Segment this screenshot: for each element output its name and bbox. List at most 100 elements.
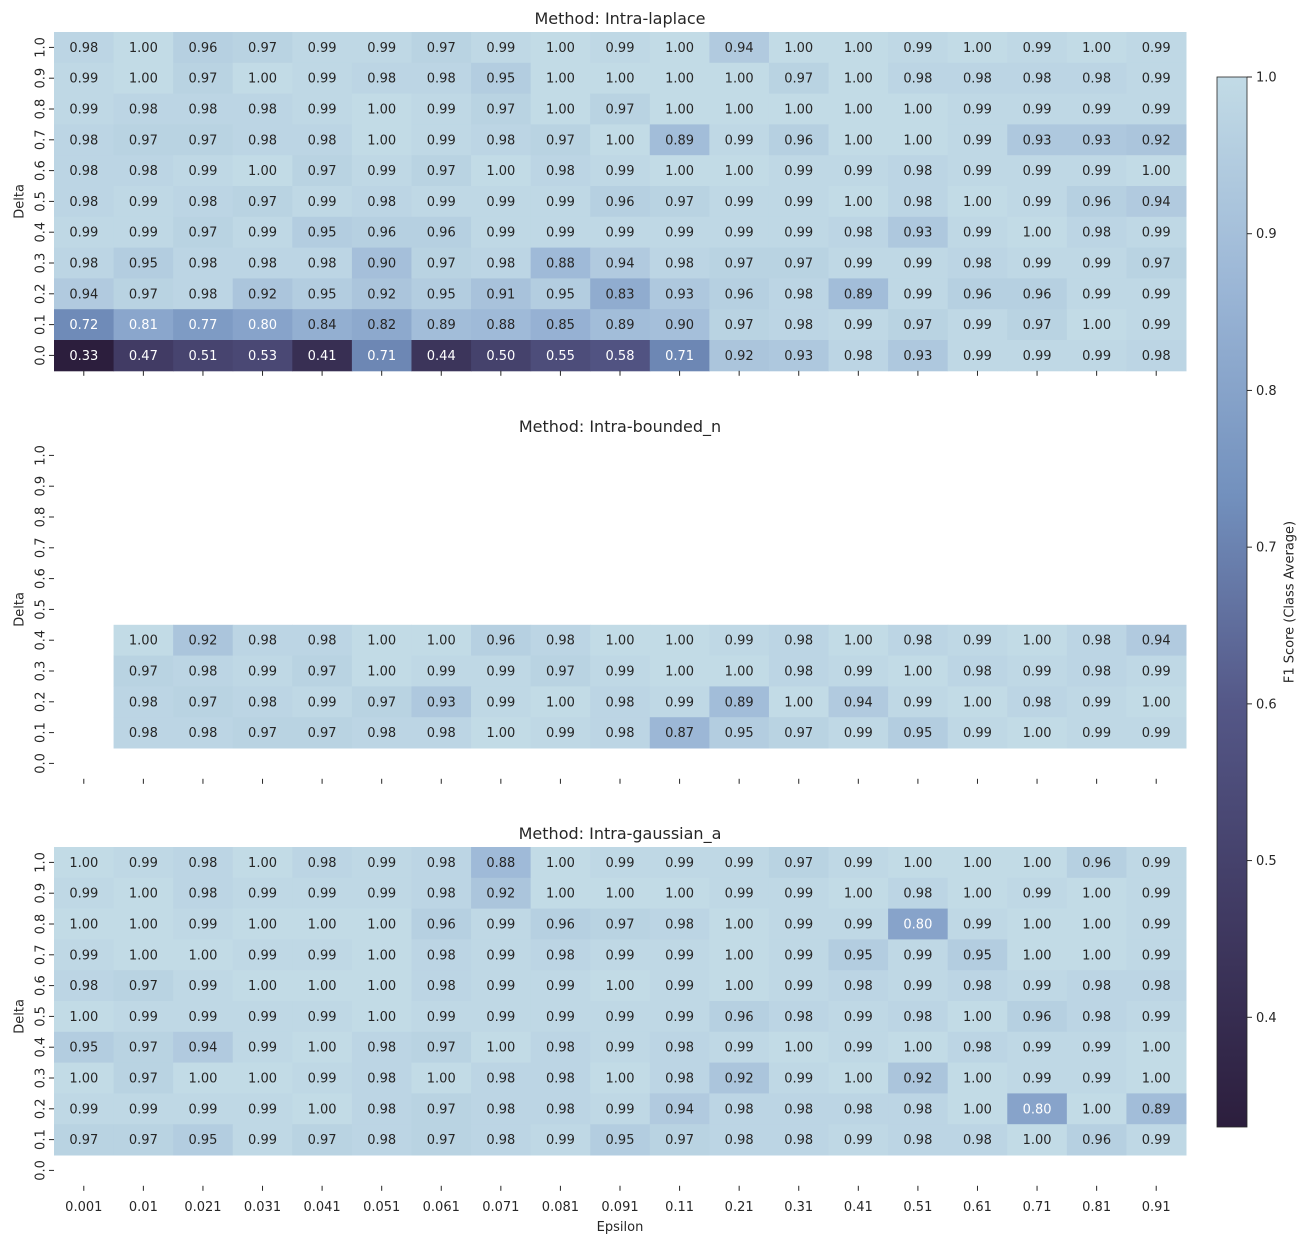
cell-value-label: 1.00 — [725, 72, 754, 87]
y-tick-label: 0.1 — [34, 314, 49, 335]
cell-value-label: 1.00 — [903, 133, 932, 148]
heatmap-cell — [411, 939, 472, 971]
heatmap-cell — [471, 340, 532, 372]
cell-value-label: 0.80 — [248, 318, 277, 333]
cell-value-label: 0.98 — [248, 695, 277, 710]
heatmap-cell — [232, 1031, 293, 1064]
heatmap-cell — [232, 970, 293, 1002]
heatmap-cell — [1066, 186, 1127, 218]
cell-value-label: 0.99 — [546, 195, 575, 210]
heatmap-cell — [411, 1031, 472, 1064]
heatmap-cell — [530, 1124, 591, 1156]
cell-value-label: 1.00 — [546, 103, 575, 118]
cell-value-label: 0.88 — [546, 257, 575, 272]
cell-value-label: 0.99 — [1082, 257, 1111, 272]
heatmap-cell — [173, 155, 234, 187]
heatmap-cell — [232, 877, 293, 910]
heatmap-cell — [768, 309, 830, 341]
cell-value-label: 0.88 — [486, 318, 515, 333]
cell-value-label: 0.99 — [486, 1010, 515, 1025]
heatmap-cell — [709, 877, 770, 910]
heatmap-cell — [292, 93, 353, 125]
heatmap-cell — [54, 877, 115, 910]
heatmap-cell — [590, 970, 651, 1002]
cell-value-label: 0.98 — [427, 726, 456, 741]
heatmap-cell — [292, 655, 353, 687]
heatmap-cell — [590, 1124, 651, 1156]
cell-value-label: 0.99 — [486, 918, 515, 933]
cell-value-label: 0.99 — [129, 226, 158, 241]
cell-value-label: 0.94 — [1142, 634, 1171, 649]
heatmap-cell — [411, 1093, 472, 1125]
cell-value-label: 1.00 — [248, 979, 277, 994]
heatmap-cell — [590, 1001, 651, 1033]
cell-value-label: 1.00 — [367, 133, 396, 148]
heatmap-cell — [1007, 62, 1068, 95]
heatmap-cell — [590, 1093, 651, 1125]
heatmap-cell — [1007, 124, 1068, 156]
heatmap-cell — [888, 686, 949, 718]
cell-value-label: 0.99 — [69, 887, 98, 902]
cell-value-label: 0.93 — [1082, 133, 1111, 148]
cell-value-label: 0.53 — [248, 349, 277, 364]
cell-value-label: 0.98 — [129, 695, 158, 710]
cell-value-label: 0.98 — [69, 195, 98, 210]
cell-value-label: 0.99 — [308, 103, 337, 118]
heatmap-cell — [947, 624, 1008, 657]
x-tick-label: 0.11 — [665, 1200, 694, 1215]
heatmap-cell — [828, 309, 889, 341]
cell-value-label: 0.99 — [784, 164, 813, 179]
heatmap-cell — [709, 278, 770, 310]
heatmap-cell — [828, 624, 889, 657]
heatmap-panel-2: Method: Intra-bounded_n 1.00 0.92 0.98 0.98 1… — [13, 417, 1187, 784]
heatmap-cell — [768, 186, 830, 218]
heatmap-cell — [649, 309, 710, 341]
heatmap-cell — [590, 877, 651, 910]
cell-value-label: 1.00 — [427, 634, 456, 649]
heatmap-cell — [649, 93, 710, 125]
heatmap-cell — [947, 655, 1008, 687]
heatmap-cell — [768, 62, 830, 95]
heatmap-cell — [768, 717, 830, 749]
cell-value-label: 1.00 — [606, 979, 635, 994]
heatmap-cell — [590, 686, 651, 718]
cell-value-label: 0.98 — [963, 257, 992, 272]
y-tick-label: 0.6 — [34, 160, 49, 181]
cell-value-label: 0.99 — [1082, 103, 1111, 118]
heatmap-cell — [828, 717, 889, 749]
cell-value-label: 0.98 — [844, 349, 873, 364]
heatmap-cell — [649, 1093, 710, 1125]
y-tick-label: 0.2 — [34, 691, 49, 712]
x-tick-label: 0.071 — [482, 1200, 519, 1215]
heatmap-cell — [590, 655, 651, 687]
cell-value-label: 0.98 — [1082, 665, 1111, 680]
x-tick-label: 0.061 — [423, 1200, 460, 1215]
cell-value-label: 0.99 — [1082, 695, 1111, 710]
heatmap-cell — [649, 32, 710, 64]
heatmap-cell — [113, 939, 174, 971]
heatmap-cell — [828, 278, 889, 310]
heatmap-cell — [1007, 278, 1068, 310]
heatmap-cell — [54, 1062, 115, 1094]
heatmap-cell — [54, 247, 115, 279]
heatmap-cell — [768, 155, 830, 187]
cell-value-label: 0.99 — [486, 665, 515, 680]
y-tick-label: 0.1 — [34, 1129, 49, 1150]
colorbar: 0.4 0.5 0.6 0.7 0.8 0.9 1.0 F1 Score (Class Av… — [1216, 71, 1298, 1128]
heatmap-cell — [530, 1031, 591, 1064]
heatmap-cell — [768, 847, 830, 879]
x-tick-label: 0.21 — [725, 1200, 754, 1215]
cell-value-label: 0.97 — [308, 726, 337, 741]
heatmap-cell — [947, 278, 1008, 310]
heatmap-cell — [947, 970, 1008, 1002]
heatmap-cell — [173, 1124, 234, 1156]
cell-value-label: 0.98 — [367, 1102, 396, 1117]
cell-value-label: 0.96 — [1023, 1010, 1052, 1025]
cell-value-label: 0.99 — [844, 318, 873, 333]
cell-value-label: 1.00 — [606, 133, 635, 148]
heatmap-panel-1: Method: Intra-laplace 0.98 1.00 0.96 0.97 0.9… — [13, 9, 1187, 376]
cell-value-label: 0.99 — [1142, 318, 1171, 333]
cell-value-label: 0.99 — [69, 948, 98, 963]
cell-value-label: 0.99 — [725, 634, 754, 649]
cell-value-label: 0.97 — [129, 979, 158, 994]
